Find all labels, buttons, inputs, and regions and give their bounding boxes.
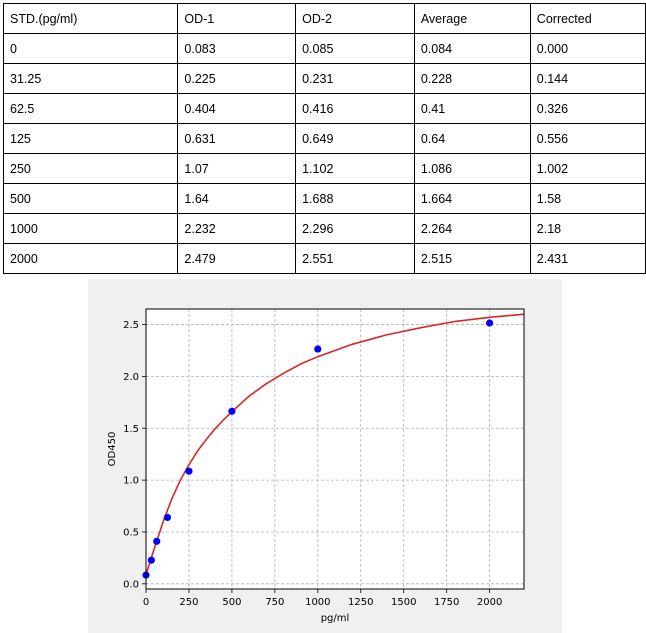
table-cell: 125 [2,123,179,154]
y-tick-label: 1.5 [123,424,139,435]
y-tick-label: 0.0 [123,579,139,590]
data-point [314,345,322,353]
table-cell: 250 [2,153,179,184]
x-tick-label: 1250 [348,597,373,608]
table-cell: 1.58 [529,183,646,214]
x-tick-label: 1500 [391,597,416,608]
table-cell: 1.102 [295,153,415,184]
y-tick-label: 2.0 [123,372,139,383]
table-row: 62.5 0.404 0.416 0.41 0.326 [2,93,646,124]
table-cell: 2.18 [529,213,646,244]
table-cell: 2.479 [177,243,297,274]
table-cell: 0.631 [177,123,297,154]
table-row: 250 1.07 1.102 1.086 1.002 [2,153,646,184]
table-cell: 0.228 [413,63,531,94]
grid [145,309,524,589]
table-cell: 62.5 [2,93,179,124]
plot-frame [145,308,525,590]
table-row: 2000 2.479 2.551 2.515 2.431 [2,243,646,274]
table-cell: 2000 [2,243,179,274]
header-od2: OD-2 [295,3,415,34]
chart-panel: 0 250 500 750 1000 1250 1500 1750 2000 0.0 0.5 1.0 1… [88,279,562,633]
y-tick-label: 2.5 [123,320,139,331]
table-cell: 0.231 [295,63,415,94]
x-tick-label: 1000 [305,597,330,608]
x-tick-label: 750 [265,597,284,608]
data-point [185,467,193,475]
table-cell: 1.086 [413,153,531,184]
table-header-row: STD.(pg/ml) OD-1 OD-2 Average Corrected [2,3,646,34]
table-cell: 0.416 [295,93,415,124]
table-cell: 1000 [2,213,179,244]
table-cell: 0 [2,33,179,64]
standards-table: STD.(pg/ml) OD-1 OD-2 Average Corrected … [2,3,646,274]
table-cell: 1.664 [413,183,531,214]
y-tick-label: 1.0 [123,476,139,487]
table-cell: 0.64 [413,123,531,154]
x-tick-label: 2000 [477,597,502,608]
y-axis-label: OD450 [107,432,118,467]
x-tick-label: 0 [143,597,149,608]
data-point [147,556,155,564]
table-cell: 0.083 [177,33,297,64]
data-point [163,513,172,522]
data-point [228,407,236,415]
table-cell: 500 [2,183,179,214]
table-cell: 2.515 [413,243,531,274]
y-tick-label: 0.5 [123,527,139,538]
x-tick-label: 500 [222,597,241,608]
table-row: 1000 2.232 2.296 2.264 2.18 [2,213,646,244]
header-std: STD.(pg/ml) [2,3,179,34]
table-cell: 2.551 [295,243,415,274]
table-cell: 1.002 [529,153,646,184]
data-point [153,537,161,545]
table-cell: 1.07 [177,153,297,184]
table-cell: 0.084 [413,33,531,64]
table-cell: 2.232 [177,213,297,244]
x-tick-label: 1750 [434,597,459,608]
table-cell: 0.649 [295,123,415,154]
table-cell: 2.296 [295,213,415,244]
header-average: Average [413,3,531,34]
table-cell: 0.085 [295,33,415,64]
standard-curve-chart: 0 250 500 750 1000 1250 1500 1750 2000 0.0 0.5 1.0 1… [107,308,525,624]
axis-ticks: 0 250 500 750 1000 1250 1500 1750 2000 0.0 0.5 1.0 1… [123,320,502,608]
table-row: 31.25 0.225 0.231 0.228 0.144 [2,63,646,94]
table-cell: 0.556 [529,123,646,154]
table-cell: 2.264 [413,213,531,244]
x-tick-label: 250 [179,597,198,608]
table-cell: 2.431 [529,243,646,274]
table-row: 500 1.64 1.688 1.664 1.58 [2,183,646,214]
table-cell: 0.41 [413,93,531,124]
header-corrected: Corrected [529,3,646,34]
table-cell: 31.25 [2,63,179,94]
table-cell: 1.688 [295,183,415,214]
table-cell: 0.404 [177,93,297,124]
table-cell: 0.000 [529,33,646,64]
table-row: 0 0.083 0.085 0.084 0.000 [2,33,646,64]
table-row: 125 0.631 0.649 0.64 0.556 [2,123,646,154]
x-axis-label: pg/ml [321,613,350,624]
fit-curve-line [145,313,525,575]
header-od1: OD-1 [177,3,297,34]
table-cell: 0.225 [177,63,297,94]
plot-area [146,309,524,589]
data-point [486,319,494,327]
data-points [142,319,494,579]
table-cell: 0.144 [529,63,646,94]
table-cell: 0.326 [529,93,646,124]
table-cell: 1.64 [177,183,297,214]
